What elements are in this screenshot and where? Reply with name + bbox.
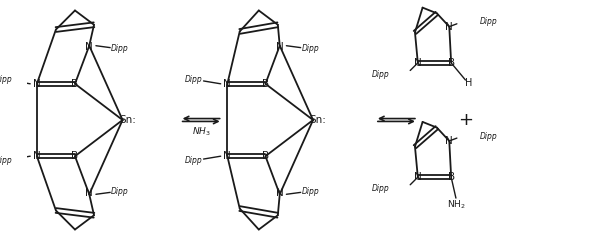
- Text: Dipp: Dipp: [185, 75, 203, 84]
- Text: Dipp: Dipp: [185, 156, 203, 165]
- Text: Dipp: Dipp: [302, 44, 319, 53]
- Text: Dipp: Dipp: [302, 187, 319, 196]
- Text: N: N: [414, 172, 422, 182]
- Text: N: N: [33, 79, 41, 89]
- Text: N: N: [223, 151, 231, 161]
- Text: NH$_3$: NH$_3$: [191, 125, 211, 138]
- Text: N: N: [223, 79, 231, 89]
- Text: Dipp: Dipp: [372, 70, 389, 79]
- Text: B: B: [448, 58, 455, 68]
- Text: Sn:: Sn:: [119, 115, 136, 125]
- Text: Dipp: Dipp: [372, 184, 389, 193]
- Text: B: B: [71, 151, 78, 161]
- Text: Dipp: Dipp: [479, 18, 498, 26]
- Text: N: N: [445, 22, 453, 32]
- Text: Dipp: Dipp: [479, 132, 498, 141]
- Text: N: N: [414, 58, 422, 68]
- Text: N: N: [85, 188, 93, 198]
- Text: Dipp: Dipp: [0, 75, 12, 84]
- Text: Dipp: Dipp: [0, 156, 12, 165]
- Text: B: B: [71, 79, 78, 89]
- Text: H: H: [465, 78, 472, 88]
- Text: NH$_2$: NH$_2$: [446, 198, 465, 211]
- Text: N: N: [445, 136, 453, 146]
- Text: B: B: [262, 151, 269, 161]
- Text: Sn:: Sn:: [309, 115, 326, 125]
- Text: +: +: [458, 111, 473, 129]
- Text: N: N: [85, 42, 93, 52]
- Text: N: N: [33, 151, 41, 161]
- Text: Dipp: Dipp: [111, 44, 128, 53]
- Text: N: N: [276, 188, 284, 198]
- Text: B: B: [262, 79, 269, 89]
- Text: N: N: [276, 42, 284, 52]
- Text: Dipp: Dipp: [111, 187, 128, 196]
- Text: B: B: [448, 172, 455, 182]
